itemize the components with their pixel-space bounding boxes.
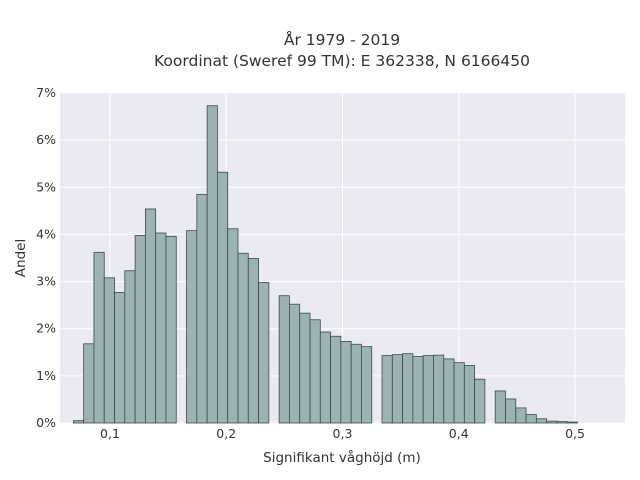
histogram-bar-24 <box>319 331 331 424</box>
histogram-bar-22 <box>299 312 311 424</box>
histogram-bar-33 <box>412 356 424 424</box>
histogram-bar-37 <box>453 362 465 424</box>
y-tick-label-6: 6% <box>36 132 56 147</box>
x-tick-label-1: 0,2 <box>216 426 236 441</box>
histogram-bar-13 <box>206 105 218 424</box>
histogram-bar-2 <box>93 251 105 424</box>
x-tick-label-2: 0,3 <box>333 426 353 441</box>
histogram-bar-16 <box>237 252 249 424</box>
histogram-bar-14 <box>217 171 229 424</box>
histogram-bar-26 <box>340 341 352 424</box>
histogram-bar-17 <box>247 258 259 424</box>
histogram-bar-48 <box>566 421 578 424</box>
histogram-bar-44 <box>525 414 537 424</box>
histogram-bar-36 <box>443 358 455 424</box>
chart-title: År 1979 - 2019 <box>284 30 400 49</box>
histogram-bar-8 <box>155 232 167 424</box>
x-axis-label: Signifikant våghöjd (m) <box>263 449 421 466</box>
histogram-bar-20 <box>278 295 290 424</box>
x-tick-label-4: 0,5 <box>565 426 585 441</box>
histogram-bar-35 <box>433 354 445 424</box>
histogram-bar-27 <box>350 343 362 424</box>
histogram-bar-9 <box>165 235 177 424</box>
histogram-bar-43 <box>515 407 527 424</box>
histogram-bar-1 <box>83 343 95 424</box>
histogram-bar-4 <box>114 292 126 424</box>
histogram-bar-38 <box>463 365 476 424</box>
y-axis-label: Andel <box>13 239 29 277</box>
y-tick-label-2: 2% <box>36 321 56 336</box>
y-tick-label-4: 4% <box>36 226 56 241</box>
x-tick-label-0: 0,1 <box>100 426 120 441</box>
y-tick-label-0: 0% <box>36 415 56 430</box>
histogram-bar-15 <box>227 228 239 424</box>
histogram-bar-30 <box>381 355 393 424</box>
x-tick-label-3: 0,4 <box>449 426 469 441</box>
histogram-bar-25 <box>330 335 342 424</box>
y-tick-label-3: 3% <box>36 274 56 289</box>
histogram-bar-0 <box>72 420 85 424</box>
histogram-bar-6 <box>134 234 146 424</box>
histogram-bar-39 <box>474 378 486 424</box>
y-tick-label-5: 5% <box>36 179 56 194</box>
histogram-bar-42 <box>505 398 517 424</box>
bars <box>72 105 578 424</box>
histogram-bar-12 <box>196 193 208 424</box>
y-tick-label-7: 7% <box>36 85 56 100</box>
histogram-bar-28 <box>361 346 373 424</box>
histogram-bar-23 <box>309 319 321 424</box>
histogram-bar-41 <box>494 390 506 424</box>
chart-subtitle: Koordinat (Sweref 99 TM): E 362338, N 61… <box>154 52 530 70</box>
histogram-bar-32 <box>402 353 414 424</box>
histogram-bar-18 <box>258 282 270 424</box>
histogram-bar-7 <box>144 208 157 424</box>
y-axis-ticks: 0% 1% 2% 3% 4% 5% 6% 7% <box>36 85 56 430</box>
histogram-bar-5 <box>124 270 136 424</box>
histogram-bar-31 <box>391 354 404 424</box>
histogram-bar-46 <box>546 420 558 424</box>
histogram-bar-47 <box>556 421 568 424</box>
histogram-bar-11 <box>186 230 198 424</box>
histogram-bar-45 <box>535 418 548 424</box>
x-axis-ticks: 0,1 0,2 0,3 0,4 0,5 <box>100 426 585 441</box>
histogram-bar-34 <box>422 355 434 424</box>
histogram-bar-21 <box>289 303 301 424</box>
histogram-bar-3 <box>103 277 115 424</box>
y-tick-label-1: 1% <box>36 368 56 383</box>
